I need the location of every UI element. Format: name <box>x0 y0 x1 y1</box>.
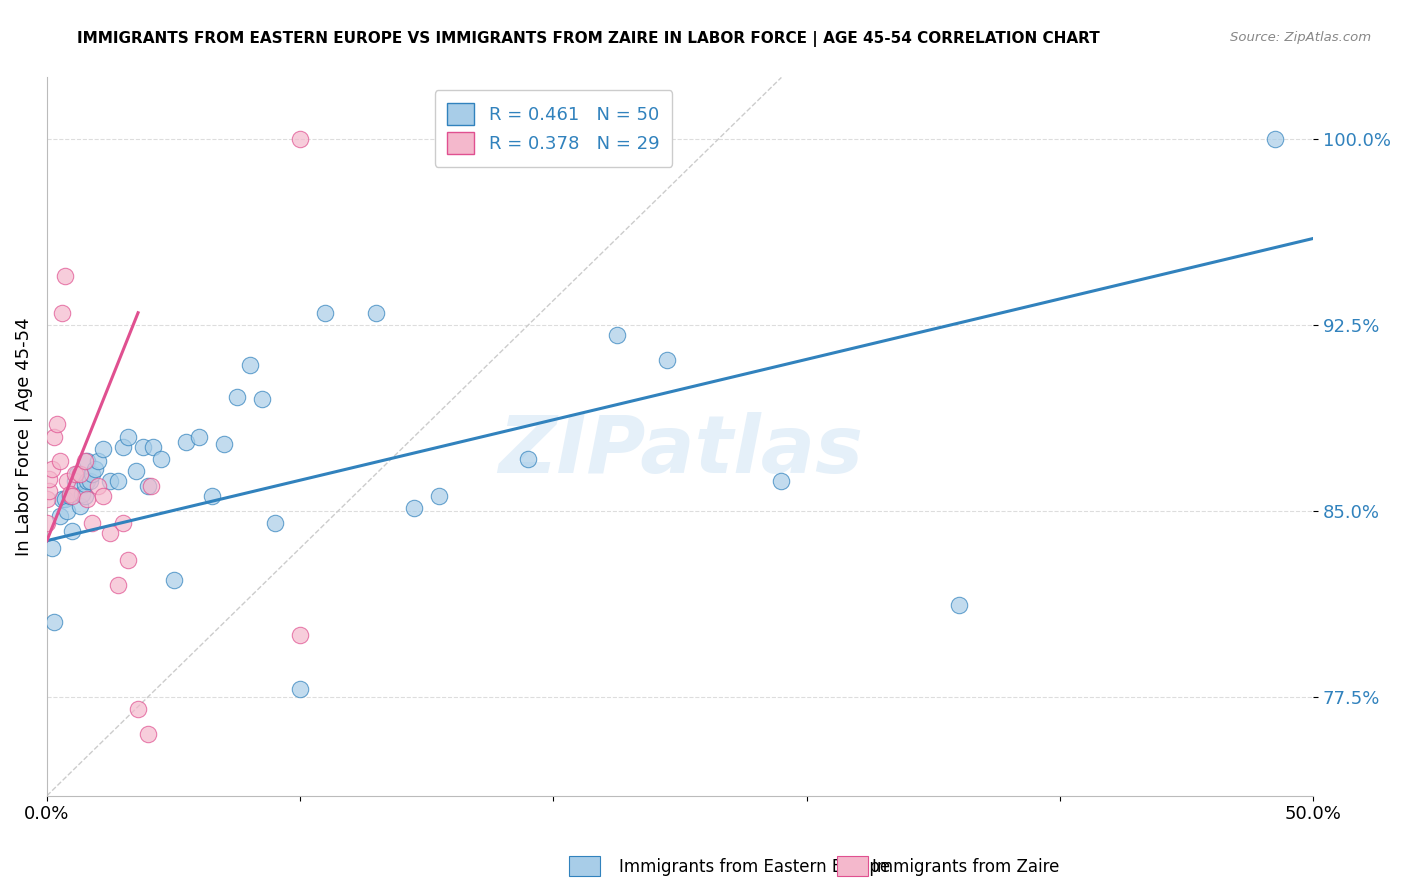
Immigrants from Eastern Europe <box>73 489 96 503</box>
Immigrants from Eastern Europe <box>948 598 970 612</box>
Immigrants from Zaire <box>69 467 91 481</box>
Immigrants from Eastern Europe <box>66 467 89 481</box>
Immigrants from Eastern Europe <box>212 437 235 451</box>
Immigrants from Eastern Europe <box>263 516 285 531</box>
Immigrants from Eastern Europe <box>404 501 426 516</box>
Immigrants from Eastern Europe <box>117 429 139 443</box>
Immigrants from Zaire <box>38 472 60 486</box>
Immigrants from Zaire <box>76 491 98 506</box>
Immigrants from Eastern Europe <box>107 474 129 488</box>
Text: ZIPatlas: ZIPatlas <box>498 412 863 490</box>
Immigrants from Eastern Europe <box>657 352 679 367</box>
Immigrants from Zaire <box>73 454 96 468</box>
Immigrants from Zaire <box>111 516 134 531</box>
Immigrants from Eastern Europe <box>44 615 66 630</box>
Immigrants from Eastern Europe <box>174 434 197 449</box>
Immigrants from Eastern Europe <box>187 429 209 443</box>
Immigrants from Zaire <box>107 578 129 592</box>
Immigrants from Zaire <box>44 429 66 443</box>
Immigrants from Eastern Europe <box>60 524 83 538</box>
Immigrants from Eastern Europe <box>41 541 63 555</box>
Immigrants from Eastern Europe <box>69 499 91 513</box>
Text: Source: ZipAtlas.com: Source: ZipAtlas.com <box>1230 31 1371 45</box>
Immigrants from Zaire <box>288 132 311 146</box>
Immigrants from Zaire <box>51 306 73 320</box>
Immigrants from Eastern Europe <box>48 508 70 523</box>
Immigrants from Zaire <box>139 479 162 493</box>
Immigrants from Eastern Europe <box>124 464 146 478</box>
Immigrants from Eastern Europe <box>76 454 98 468</box>
Immigrants from Zaire <box>53 268 76 283</box>
Immigrants from Eastern Europe <box>1264 132 1286 146</box>
Immigrants from Eastern Europe <box>162 574 184 588</box>
Immigrants from Eastern Europe <box>63 474 86 488</box>
Immigrants from Zaire <box>136 727 159 741</box>
Immigrants from Eastern Europe <box>51 491 73 506</box>
Immigrants from Eastern Europe <box>149 451 172 466</box>
Immigrants from Eastern Europe <box>315 306 337 320</box>
Immigrants from Zaire <box>86 479 108 493</box>
Immigrants from Eastern Europe <box>82 467 104 481</box>
Immigrants from Eastern Europe <box>59 489 82 503</box>
Immigrants from Eastern Europe <box>91 442 114 456</box>
Text: Immigrants from Zaire: Immigrants from Zaire <box>872 858 1059 876</box>
Immigrants from Zaire <box>38 484 60 499</box>
Immigrants from Eastern Europe <box>132 440 155 454</box>
Immigrants from Zaire <box>35 516 58 531</box>
Immigrants from Eastern Europe <box>84 462 107 476</box>
Immigrants from Eastern Europe <box>53 491 76 506</box>
Text: IMMIGRANTS FROM EASTERN EUROPE VS IMMIGRANTS FROM ZAIRE IN LABOR FORCE | AGE 45-: IMMIGRANTS FROM EASTERN EUROPE VS IMMIGR… <box>77 31 1099 47</box>
Immigrants from Zaire <box>117 553 139 567</box>
Immigrants from Eastern Europe <box>288 682 311 697</box>
Immigrants from Zaire <box>46 417 69 432</box>
Immigrants from Eastern Europe <box>56 504 79 518</box>
Immigrants from Zaire <box>288 628 311 642</box>
Immigrants from Eastern Europe <box>366 306 388 320</box>
Immigrants from Eastern Europe <box>76 474 98 488</box>
Immigrants from Zaire <box>56 474 79 488</box>
Immigrants from Eastern Europe <box>72 486 94 500</box>
Immigrants from Eastern Europe <box>136 479 159 493</box>
Immigrants from Eastern Europe <box>73 476 96 491</box>
Text: Immigrants from Eastern Europe: Immigrants from Eastern Europe <box>619 858 890 876</box>
Immigrants from Zaire <box>98 526 121 541</box>
Immigrants from Eastern Europe <box>98 474 121 488</box>
Immigrants from Eastern Europe <box>142 440 165 454</box>
Immigrants from Eastern Europe <box>250 392 273 407</box>
Immigrants from Zaire <box>41 462 63 476</box>
Legend: R = 0.461   N = 50, R = 0.378   N = 29: R = 0.461 N = 50, R = 0.378 N = 29 <box>434 90 672 167</box>
Immigrants from Eastern Europe <box>238 358 260 372</box>
Immigrants from Eastern Europe <box>79 474 101 488</box>
Immigrants from Eastern Europe <box>606 328 628 343</box>
Immigrants from Eastern Europe <box>770 474 793 488</box>
Immigrants from Eastern Europe <box>517 451 540 466</box>
Immigrants from Zaire <box>48 454 70 468</box>
Immigrants from Eastern Europe <box>111 440 134 454</box>
Immigrants from Eastern Europe <box>225 390 247 404</box>
Immigrants from Zaire <box>82 516 104 531</box>
Immigrants from Zaire <box>91 489 114 503</box>
Immigrants from Eastern Europe <box>86 454 108 468</box>
Immigrants from Zaire <box>35 491 58 506</box>
Immigrants from Eastern Europe <box>200 489 222 503</box>
Immigrants from Zaire <box>59 486 82 500</box>
Immigrants from Zaire <box>63 467 86 481</box>
Immigrants from Zaire <box>60 489 83 503</box>
Y-axis label: In Labor Force | Age 45-54: In Labor Force | Age 45-54 <box>15 318 32 556</box>
Immigrants from Eastern Europe <box>429 489 451 503</box>
Immigrants from Zaire <box>127 702 149 716</box>
